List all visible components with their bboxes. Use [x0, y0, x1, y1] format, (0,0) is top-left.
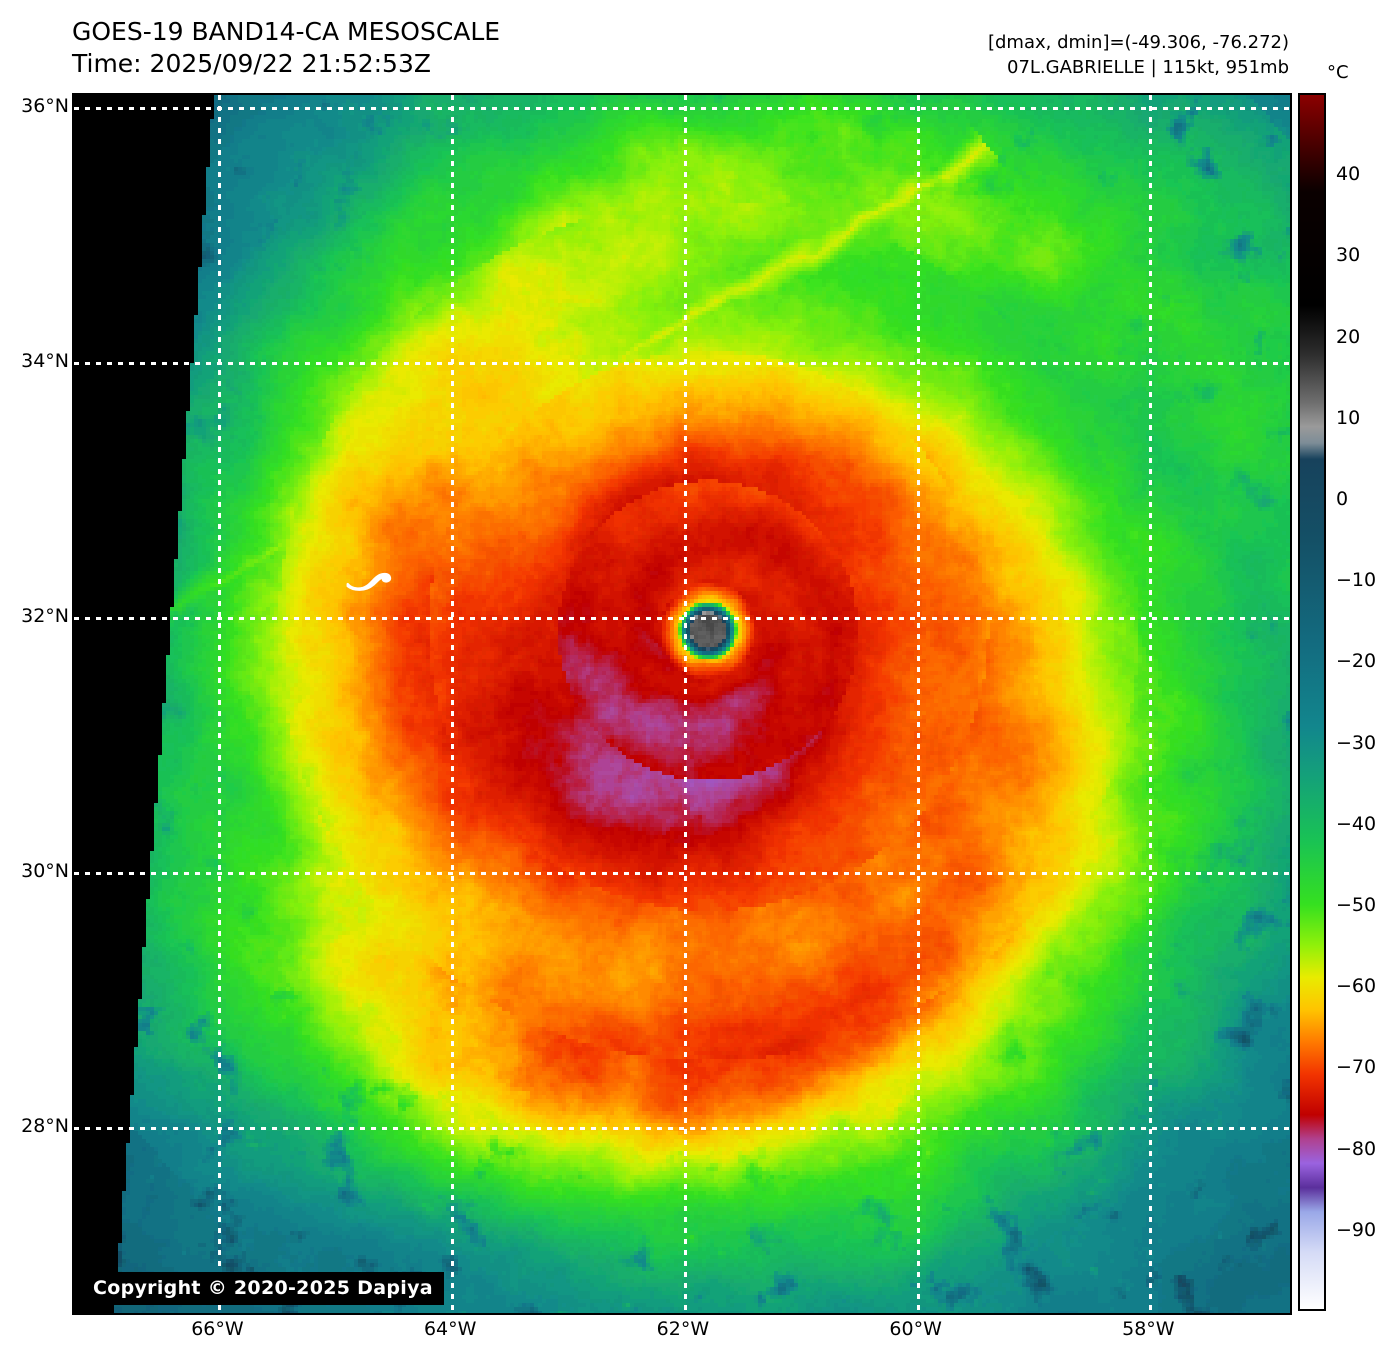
colorbar-tick-label: −80 [1336, 1138, 1376, 1160]
header-right: [dmax, dmin]=(-49.306, -76.272) 07L.GABR… [988, 30, 1289, 80]
longitude-tick-label: 64°W [424, 1318, 476, 1340]
latitude-tick-label: 30°N [21, 860, 69, 882]
colorbar-unit-label: °C [1327, 62, 1349, 83]
satellite-image-plot: Copyright © 2020-2025 Dapiya [72, 93, 1292, 1315]
temperature-colorbar [1298, 93, 1326, 1311]
copyright-watermark: Copyright © 2020-2025 Dapiya [82, 1272, 444, 1305]
colorbar-tick-label: 0 [1336, 488, 1348, 510]
colorbar-tick-label: −60 [1336, 975, 1376, 997]
latitude-tick-label: 32°N [21, 605, 69, 627]
ir-brightness-temperature-field [114, 95, 1290, 1313]
header-left: GOES-19 BAND14-CA MESOSCALE Time: 2025/0… [72, 16, 500, 80]
colorbar-tick-label: −20 [1336, 650, 1376, 672]
colorbar-tick-label: −90 [1336, 1219, 1376, 1241]
latitude-tick-label: 34°N [21, 350, 69, 372]
longitude-tick-label: 66°W [191, 1318, 243, 1340]
timestamp-label: Time: 2025/09/22 21:52:53Z [72, 48, 500, 80]
page-title: GOES-19 BAND14-CA MESOSCALE [72, 16, 500, 48]
colorbar-gradient [1300, 95, 1324, 1309]
colorbar-tick-label: −50 [1336, 894, 1376, 916]
colorbar-tick-label: −40 [1336, 813, 1376, 835]
satellite-infrared-raster [74, 95, 1290, 1313]
longitude-tick-label: 62°W [657, 1318, 709, 1340]
data-minmax-label: [dmax, dmin]=(-49.306, -76.272) [988, 30, 1289, 55]
storm-info-label: 07L.GABRIELLE | 115kt, 951mb [988, 55, 1289, 80]
longitude-tick-label: 58°W [1122, 1318, 1174, 1340]
latitude-tick-label: 28°N [21, 1115, 69, 1137]
colorbar-tick-label: 30 [1336, 244, 1360, 266]
colorbar-tick-label: −10 [1336, 569, 1376, 591]
colorbar-tick-label: 20 [1336, 326, 1360, 348]
colorbar-tick-label: 10 [1336, 407, 1360, 429]
colorbar-tick-label: 40 [1336, 163, 1360, 185]
latitude-tick-label: 36°N [21, 95, 69, 117]
colorbar-tick-label: −30 [1336, 732, 1376, 754]
longitude-tick-label: 60°W [889, 1318, 941, 1340]
colorbar-tick-label: −70 [1336, 1056, 1376, 1078]
